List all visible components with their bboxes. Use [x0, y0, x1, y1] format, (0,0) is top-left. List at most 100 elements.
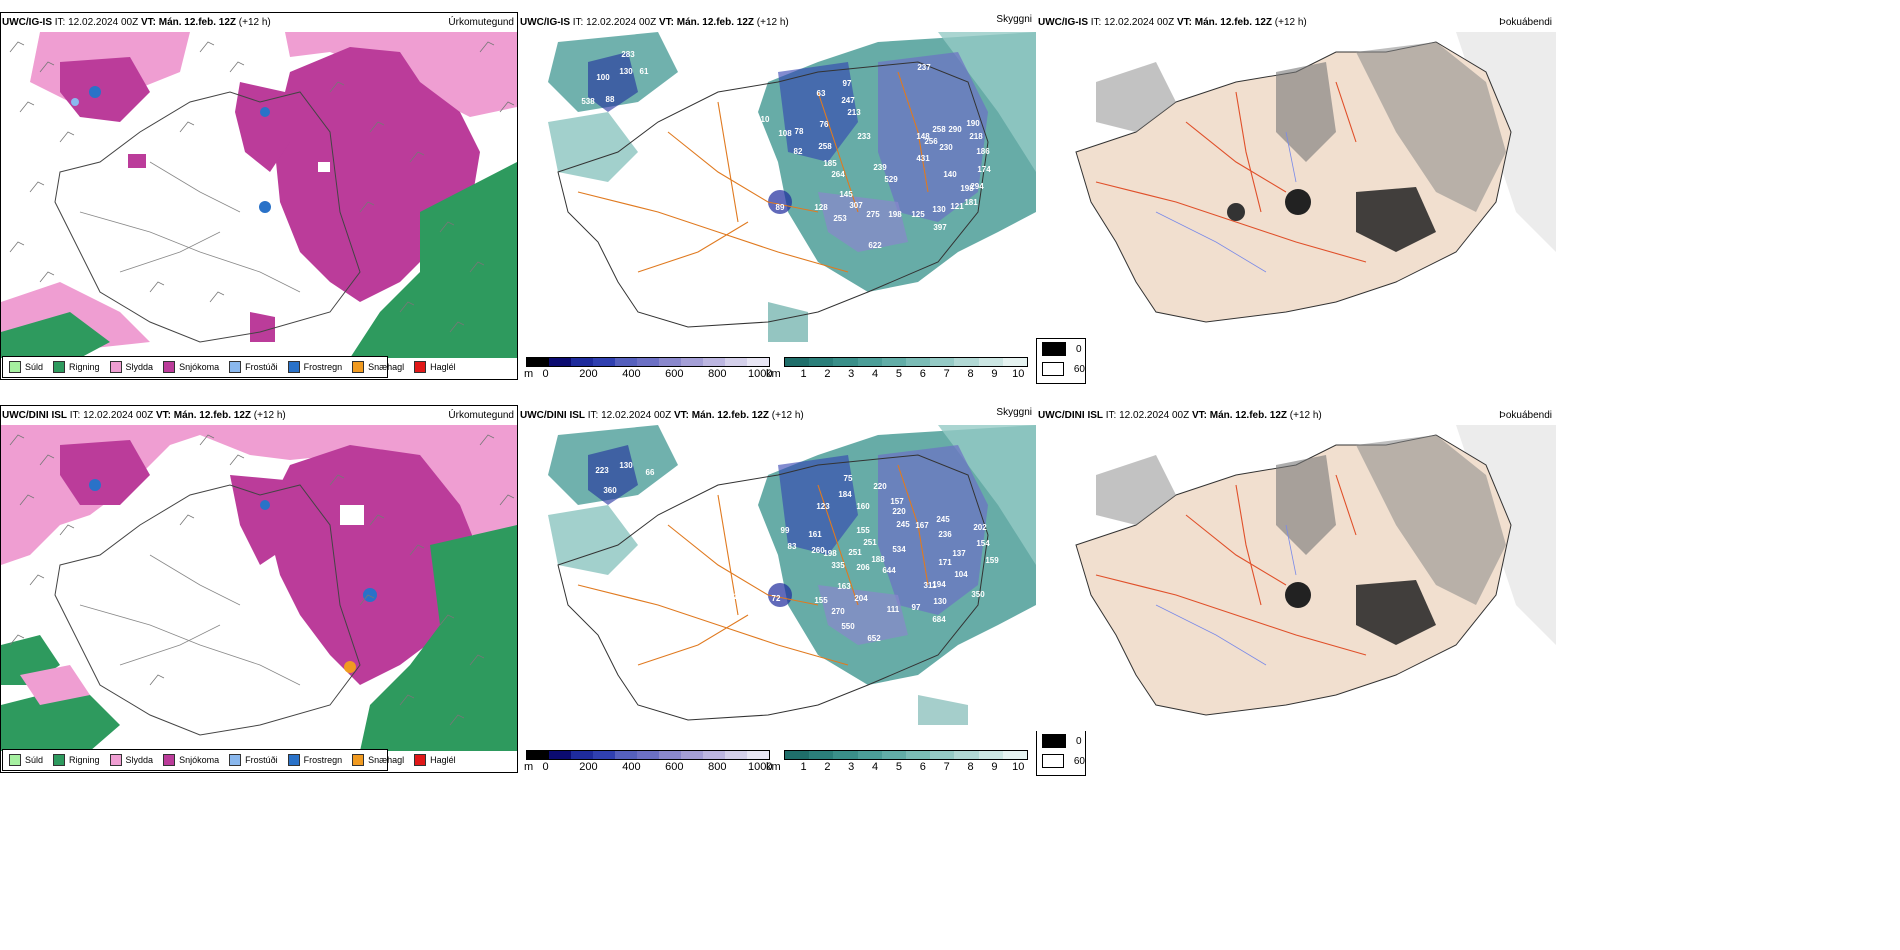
legend-item: Frostúði [229, 754, 278, 766]
panel-title: UWC/DINI ISL IT: 12.02.2024 00Z VT: Mán.… [1038, 410, 1322, 421]
svg-text:72: 72 [772, 594, 781, 603]
legend-item: Snjókoma [163, 754, 219, 766]
colorbar-tick: 5 [895, 761, 902, 773]
svg-text:190: 190 [966, 119, 980, 128]
svg-text:130: 130 [932, 205, 946, 214]
svg-text:145: 145 [839, 190, 853, 199]
svg-text:431: 431 [916, 154, 930, 163]
svg-text:137: 137 [952, 549, 966, 558]
colorbar-tick: 6 [919, 761, 926, 773]
colorbar-segment [954, 751, 979, 759]
svg-text:251: 251 [863, 538, 877, 547]
colorbar-tick: 3 [848, 368, 855, 380]
height-colorbar: 0 200 400 600 800 1000 m [524, 750, 772, 773]
colorbar-segment [659, 751, 681, 759]
colorbar-segment [809, 751, 834, 759]
colorbar-segment [571, 751, 593, 759]
colorbar-tick: 6 [919, 368, 926, 380]
panel-title: UWC/IG-IS IT: 12.02.2024 00Z VT: Mán. 12… [2, 17, 271, 28]
precip-map [1, 32, 517, 358]
svg-text:360: 360 [603, 486, 617, 495]
precip-legend: Súld Rigning Slydda Snjókoma Frostúði Fr… [2, 356, 456, 378]
height-unit: m [524, 761, 534, 773]
svg-text:538: 538 [581, 97, 595, 106]
colorbar-tick: 800 [708, 761, 727, 773]
colorbar-tick: 1000 [747, 368, 773, 380]
visibility-unit: km [766, 368, 781, 380]
svg-text:130: 130 [619, 461, 633, 470]
svg-text:61: 61 [640, 67, 649, 76]
colorbar-tick: 0 [542, 761, 549, 773]
colorbar-segment [747, 751, 769, 759]
svg-text:534: 534 [892, 545, 906, 554]
svg-text:155: 155 [856, 526, 870, 535]
svg-text:198: 198 [960, 184, 974, 193]
svg-text:529: 529 [884, 175, 898, 184]
legend-item: Frostregn [287, 361, 342, 373]
colorbar-tick: 10 [1012, 368, 1025, 380]
svg-text:218: 218 [969, 132, 983, 141]
colorbar-segment [549, 358, 571, 366]
legend-item: Slydda [109, 361, 153, 373]
svg-text:83: 83 [788, 542, 797, 551]
svg-text:151: 151 [644, 548, 658, 557]
svg-text:311: 311 [924, 581, 937, 590]
colorbar-tick: 3 [848, 761, 855, 773]
svg-text:63: 63 [817, 89, 826, 98]
svg-text:307: 307 [849, 201, 863, 210]
svg-text:125: 125 [911, 210, 925, 219]
svg-text:237: 237 [917, 63, 931, 72]
colorbar-segment [527, 751, 549, 759]
legend-item: Súld [9, 754, 43, 766]
colorbar-segment [703, 751, 725, 759]
colorbar-segment [1002, 358, 1028, 366]
svg-text:350: 350 [971, 590, 985, 599]
colorbar-tick: 600 [665, 368, 684, 380]
svg-text:99: 99 [781, 526, 790, 535]
colorbar-segment [637, 751, 659, 759]
svg-text:75: 75 [844, 474, 853, 483]
colorbar-tick: 9 [991, 368, 998, 380]
visibility-map: 283 130 61 100 538 88 110 108 78 82 63 9… [548, 32, 1036, 342]
legend-item: Frostregn [287, 754, 342, 766]
svg-text:111: 111 [887, 605, 900, 614]
svg-text:550: 550 [841, 622, 855, 631]
colorbar-segment [954, 358, 979, 366]
svg-text:148: 148 [916, 132, 930, 141]
colorbar-segment [906, 751, 931, 759]
svg-text:130: 130 [933, 597, 947, 606]
svg-text:185: 185 [823, 159, 837, 168]
svg-text:66: 66 [646, 468, 655, 477]
svg-text:163: 163 [837, 582, 851, 591]
svg-text:290: 290 [948, 125, 962, 134]
colorbar-tick: 800 [708, 368, 727, 380]
colorbar-segment [747, 358, 769, 366]
colorbar-tick: 10 [1012, 761, 1025, 773]
colorbar-segment [857, 751, 882, 759]
svg-text:223: 223 [595, 466, 609, 475]
svg-text:245: 245 [936, 515, 950, 524]
colorbar-tick: 5 [895, 368, 902, 380]
height-colorbar: 0 200 400 600 800 1000 m [524, 357, 773, 380]
colorbar-segment [593, 751, 615, 759]
colorbar-tick: 7 [943, 368, 950, 380]
panel-title: UWC/DINI ISL IT: 12.02.2024 00Z VT: Mán.… [520, 410, 804, 421]
colorbar-segment [571, 358, 593, 366]
colorbar-tick: 8 [967, 761, 974, 773]
svg-text:155: 155 [814, 596, 828, 605]
svg-text:104: 104 [954, 570, 968, 579]
svg-text:397: 397 [933, 223, 947, 232]
svg-text:167: 167 [915, 521, 929, 530]
visibility-panel-bottom: UWC/DINI ISL IT: 12.02.2024 00Z VT: Mán.… [518, 405, 1036, 773]
svg-text:220: 220 [892, 507, 906, 516]
svg-text:239: 239 [873, 163, 887, 172]
svg-text:264: 264 [831, 170, 845, 179]
svg-text:100: 100 [676, 576, 690, 585]
svg-text:991: 991 [647, 155, 661, 164]
svg-text:251: 251 [848, 548, 862, 557]
svg-text:72: 72 [679, 185, 688, 194]
legend-item: Snæhagl [352, 754, 404, 766]
colorbar-segment [809, 358, 834, 366]
svg-text:161: 161 [808, 530, 822, 539]
legend-item: Rigning [53, 754, 100, 766]
